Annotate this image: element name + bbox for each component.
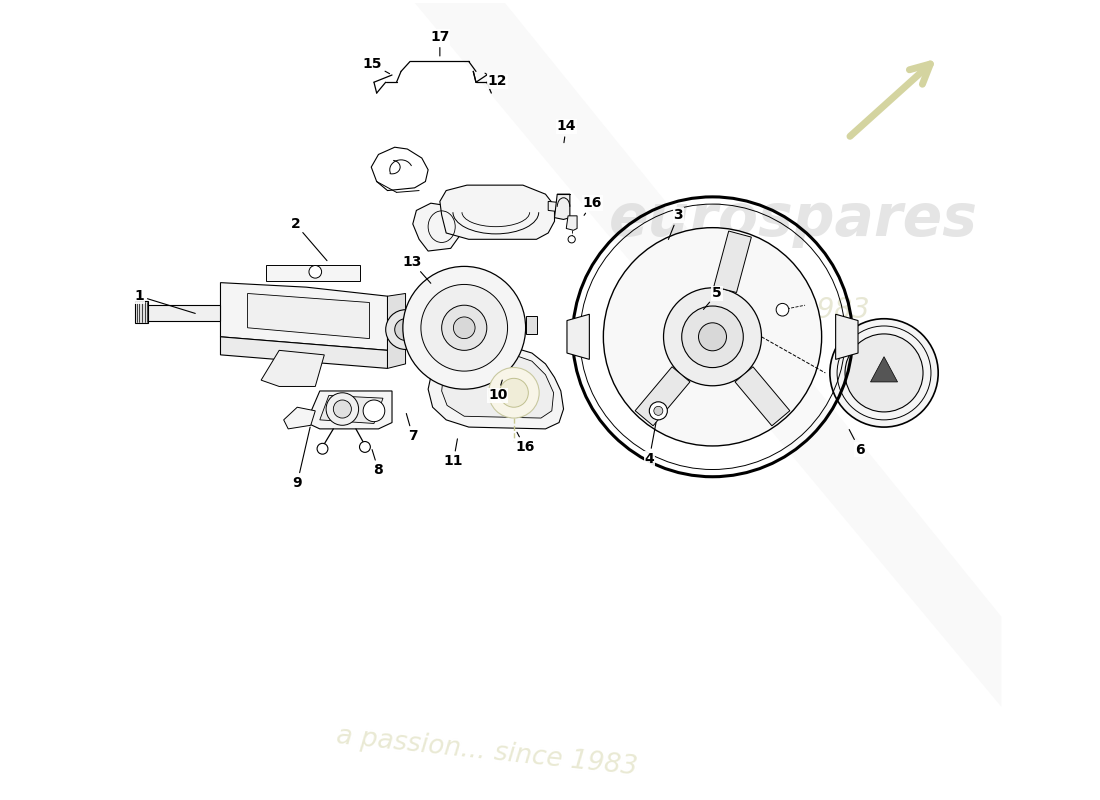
Circle shape [663, 288, 761, 386]
Polygon shape [566, 314, 590, 359]
Polygon shape [735, 366, 790, 426]
Circle shape [604, 228, 822, 446]
Polygon shape [526, 316, 538, 334]
Text: 6: 6 [849, 430, 865, 457]
Text: 4: 4 [645, 422, 656, 466]
Circle shape [682, 306, 744, 367]
Text: eurospares: eurospares [609, 191, 978, 248]
Circle shape [777, 303, 789, 316]
Circle shape [499, 378, 528, 407]
Circle shape [360, 442, 371, 452]
Text: 8: 8 [372, 450, 383, 478]
Circle shape [649, 402, 668, 420]
Circle shape [317, 443, 328, 454]
Text: 2: 2 [290, 217, 327, 261]
Circle shape [421, 285, 507, 371]
Circle shape [829, 318, 938, 427]
Polygon shape [393, 316, 406, 334]
Polygon shape [870, 357, 898, 382]
Text: 15: 15 [362, 57, 389, 74]
Polygon shape [428, 348, 563, 429]
Polygon shape [261, 350, 324, 386]
Text: 9: 9 [293, 427, 310, 490]
Polygon shape [548, 202, 566, 212]
Text: 10: 10 [488, 380, 507, 402]
Text: 17: 17 [430, 30, 450, 56]
Circle shape [698, 323, 726, 350]
Circle shape [326, 393, 359, 426]
Text: 3: 3 [669, 208, 683, 239]
Polygon shape [566, 216, 578, 230]
Text: 16: 16 [515, 432, 535, 454]
Circle shape [837, 326, 931, 420]
Polygon shape [554, 194, 570, 219]
Polygon shape [403, 321, 432, 333]
Text: since 1983: since 1983 [718, 296, 870, 324]
Polygon shape [415, 2, 1001, 707]
Circle shape [309, 266, 321, 278]
Text: 14: 14 [557, 119, 576, 142]
Circle shape [568, 236, 575, 243]
Polygon shape [440, 185, 554, 239]
Polygon shape [265, 265, 361, 281]
Polygon shape [284, 407, 316, 429]
Circle shape [395, 318, 417, 341]
Circle shape [363, 400, 385, 422]
Polygon shape [220, 282, 387, 350]
Polygon shape [306, 391, 392, 429]
Text: 13: 13 [403, 255, 431, 283]
Polygon shape [714, 231, 751, 293]
Polygon shape [442, 355, 553, 418]
Text: 12: 12 [485, 73, 507, 88]
Polygon shape [144, 306, 220, 321]
Circle shape [403, 266, 526, 389]
Circle shape [453, 317, 475, 338]
Circle shape [653, 406, 663, 415]
Polygon shape [635, 366, 690, 426]
Polygon shape [248, 294, 370, 338]
Text: 1: 1 [134, 289, 196, 314]
Circle shape [333, 400, 351, 418]
Polygon shape [320, 395, 383, 423]
Polygon shape [134, 301, 148, 323]
Circle shape [488, 367, 539, 418]
Text: 7: 7 [406, 414, 418, 443]
Text: a passion... since 1983: a passion... since 1983 [336, 723, 639, 781]
Circle shape [845, 334, 923, 412]
Polygon shape [836, 314, 858, 359]
Circle shape [442, 306, 487, 350]
Polygon shape [412, 203, 462, 251]
Polygon shape [505, 321, 522, 333]
Circle shape [386, 310, 426, 350]
Text: 11: 11 [443, 439, 463, 468]
Polygon shape [220, 337, 387, 369]
Text: 5: 5 [704, 286, 722, 310]
Text: 16: 16 [583, 196, 602, 215]
Polygon shape [387, 294, 406, 369]
